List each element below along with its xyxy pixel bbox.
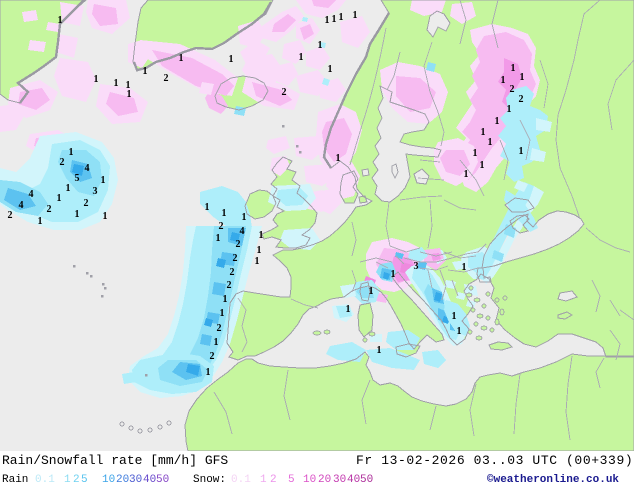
- svg-text:1: 1: [346, 304, 351, 315]
- svg-text:1: 1: [377, 345, 382, 356]
- svg-text:1: 1: [66, 183, 71, 194]
- svg-text:2: 2: [60, 157, 65, 168]
- svg-text:2: 2: [227, 280, 232, 291]
- svg-text:1: 1: [229, 54, 234, 65]
- svg-text:1: 1: [216, 233, 221, 244]
- svg-text:2: 2: [210, 351, 215, 362]
- svg-text:1: 1: [257, 245, 262, 256]
- svg-text:1: 1: [179, 53, 184, 64]
- svg-text:1: 1: [259, 230, 264, 241]
- svg-text:2: 2: [8, 210, 13, 221]
- svg-text:1: 1: [205, 202, 210, 213]
- svg-text:1: 1: [473, 148, 478, 159]
- svg-text:2: 2: [219, 221, 224, 232]
- svg-text:1: 1: [220, 308, 225, 319]
- svg-text:2: 2: [519, 94, 524, 105]
- svg-text:1: 1: [325, 15, 330, 26]
- svg-text:1: 1: [507, 104, 512, 115]
- svg-text:1: 1: [206, 367, 211, 378]
- svg-text:1: 1: [114, 78, 119, 89]
- svg-text:1: 1: [332, 14, 337, 25]
- svg-text:1: 1: [339, 12, 344, 23]
- svg-text:1: 1: [58, 15, 63, 26]
- svg-text:2: 2: [233, 253, 238, 264]
- svg-text:1: 1: [57, 193, 62, 204]
- svg-text:3: 3: [93, 186, 98, 197]
- svg-text:1: 1: [214, 337, 219, 348]
- svg-text:3: 3: [414, 261, 419, 272]
- svg-text:1: 1: [223, 294, 228, 305]
- svg-text:1: 1: [299, 52, 304, 63]
- svg-text:2: 2: [230, 267, 235, 278]
- svg-text:4: 4: [85, 163, 90, 174]
- svg-text:2: 2: [164, 73, 169, 84]
- svg-text:1: 1: [75, 209, 80, 220]
- svg-text:1: 1: [511, 63, 516, 74]
- svg-text:1: 1: [369, 286, 374, 297]
- svg-text:4: 4: [19, 200, 24, 211]
- svg-text:1: 1: [255, 256, 260, 267]
- svg-text:1: 1: [69, 147, 74, 158]
- svg-text:1: 1: [38, 216, 43, 227]
- svg-text:2: 2: [282, 87, 287, 98]
- svg-text:2: 2: [236, 239, 241, 250]
- svg-text:1: 1: [457, 326, 462, 337]
- svg-text:1: 1: [222, 208, 227, 219]
- svg-text:1: 1: [520, 72, 525, 83]
- svg-text:1: 1: [462, 262, 467, 273]
- svg-text:1: 1: [103, 211, 108, 222]
- svg-text:4: 4: [240, 226, 245, 237]
- svg-text:2: 2: [510, 84, 515, 95]
- svg-text:1: 1: [481, 127, 486, 138]
- svg-text:1: 1: [126, 80, 131, 91]
- svg-text:2: 2: [47, 204, 52, 215]
- svg-text:1: 1: [318, 40, 323, 51]
- svg-text:1: 1: [480, 160, 485, 171]
- svg-text:1: 1: [391, 269, 396, 280]
- svg-text:1: 1: [143, 66, 148, 77]
- svg-text:1: 1: [452, 311, 457, 322]
- svg-text:1: 1: [488, 137, 493, 148]
- svg-text:1: 1: [495, 116, 500, 127]
- svg-text:1: 1: [519, 146, 524, 157]
- svg-text:1: 1: [464, 169, 469, 180]
- svg-text:1: 1: [328, 64, 333, 75]
- svg-text:1: 1: [501, 75, 506, 86]
- svg-text:1: 1: [242, 212, 247, 223]
- svg-text:2: 2: [84, 198, 89, 209]
- svg-text:4: 4: [29, 189, 34, 200]
- svg-text:2: 2: [217, 323, 222, 334]
- svg-text:1: 1: [101, 175, 106, 186]
- svg-text:1: 1: [336, 153, 341, 164]
- svg-text:1: 1: [94, 74, 99, 85]
- svg-text:1: 1: [127, 89, 132, 100]
- svg-text:5: 5: [75, 173, 80, 184]
- svg-text:1: 1: [353, 10, 358, 21]
